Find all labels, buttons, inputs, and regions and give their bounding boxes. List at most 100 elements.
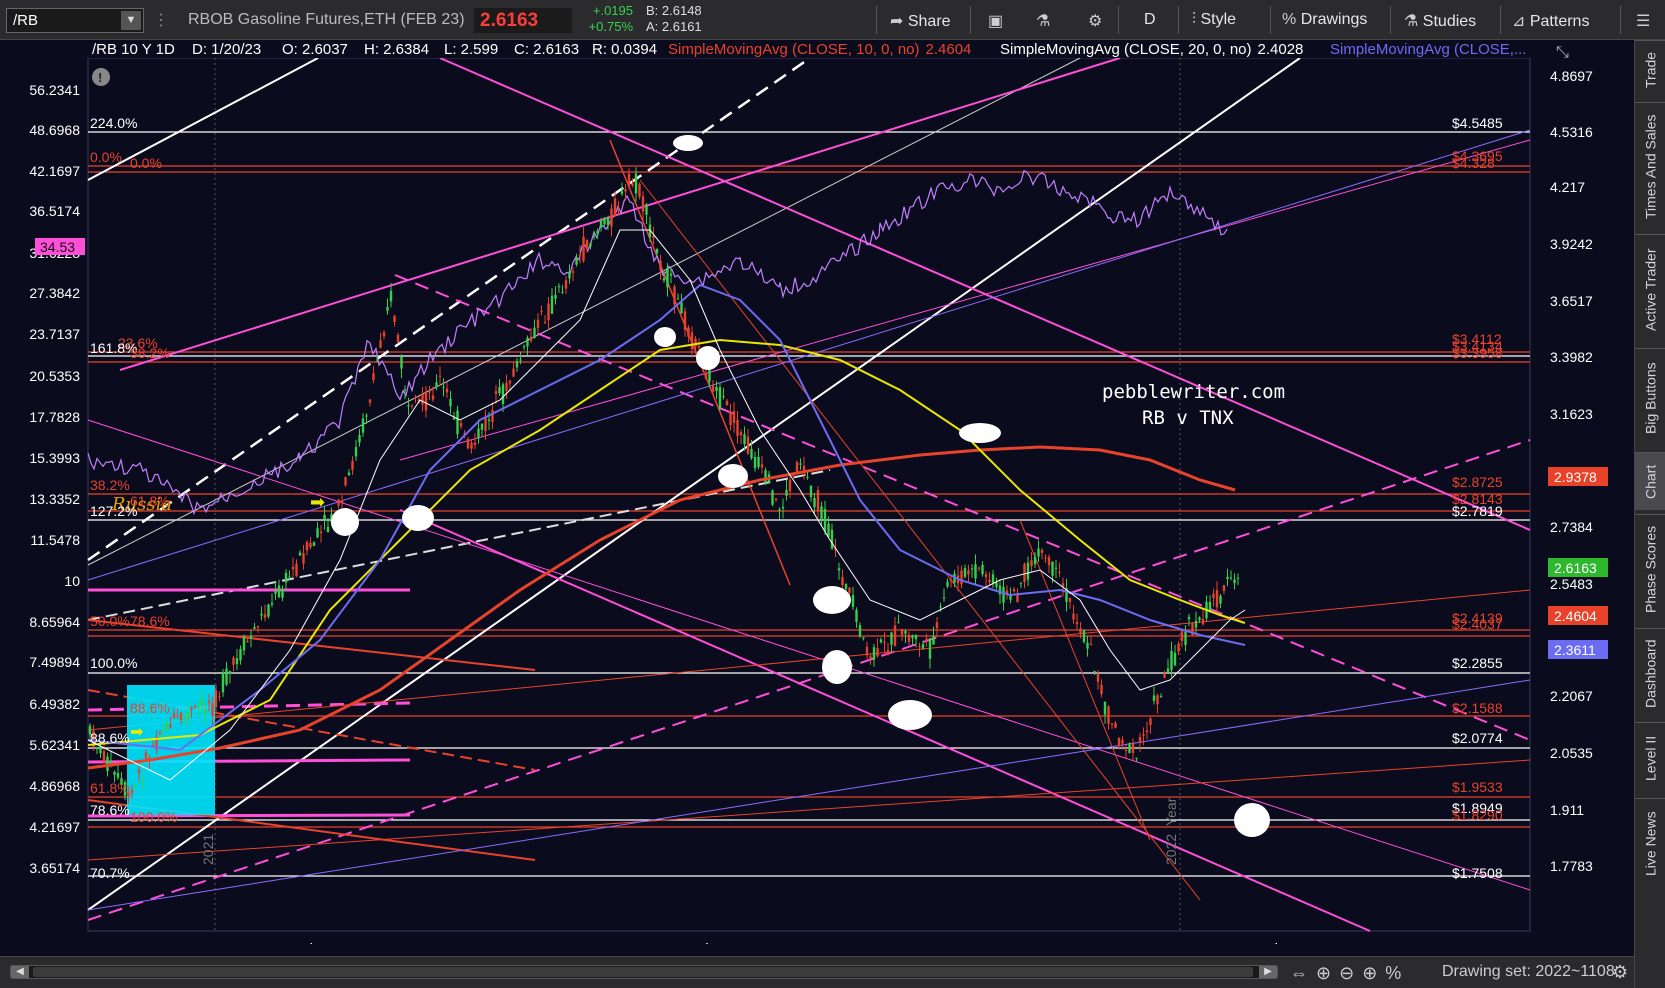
candle-body bbox=[540, 310, 543, 312]
drawing-set-label[interactable]: Drawing set: 2022~1108 bbox=[1442, 963, 1615, 980]
chevron-down-icon[interactable]: ▼ bbox=[121, 11, 141, 30]
candle-body bbox=[92, 730, 95, 747]
fib-label-left: 78.6% bbox=[130, 613, 170, 629]
scroll-right-button[interactable]: ▶ bbox=[1259, 966, 1277, 978]
side-tab-big-buttons[interactable]: Big Buttons bbox=[1635, 348, 1665, 448]
candle-body bbox=[862, 637, 865, 639]
flask-button[interactable]: ⚗ bbox=[1030, 8, 1056, 34]
candle-body bbox=[942, 597, 946, 599]
candle-body bbox=[809, 486, 813, 498]
fib-label-left: 100.0% bbox=[90, 655, 137, 671]
candle-body bbox=[848, 587, 851, 593]
left-axis-tick: 4.21697 bbox=[29, 819, 80, 835]
side-tab-times-and-sales[interactable]: Times And Sales bbox=[1635, 102, 1665, 230]
candle-body bbox=[921, 644, 925, 649]
candle-body bbox=[470, 442, 473, 449]
candle-body bbox=[739, 432, 743, 436]
symbol-input[interactable]: /RB ▼ bbox=[6, 8, 144, 33]
candle-body bbox=[207, 700, 211, 704]
trend-line bbox=[87, 129, 1531, 581]
candle-body bbox=[505, 382, 508, 391]
candle-body bbox=[645, 204, 648, 215]
candle-body bbox=[99, 746, 102, 754]
percent-icon[interactable]: % bbox=[1385, 963, 1410, 983]
side-tab-trade[interactable]: Trade bbox=[1635, 40, 1665, 98]
interval-button[interactable]: D bbox=[1138, 8, 1162, 34]
candle-body bbox=[638, 183, 641, 197]
style-label: Style bbox=[1200, 11, 1237, 28]
side-tab-active-trader[interactable]: Active Trader bbox=[1635, 234, 1665, 344]
share-button[interactable]: ➦ Share bbox=[884, 8, 957, 34]
time-axis-tick: Feb bbox=[292, 941, 318, 944]
candle-body bbox=[386, 307, 389, 311]
patterns-button[interactable]: ⊿ Patterns bbox=[1506, 8, 1595, 34]
more-button[interactable]: ☰ bbox=[1630, 8, 1656, 34]
scroll-left-button[interactable]: ◀ bbox=[11, 966, 29, 978]
side-tab-phase-scores[interactable]: Phase Scores bbox=[1635, 514, 1665, 624]
candle-body bbox=[172, 713, 176, 718]
candle-body bbox=[1152, 695, 1156, 701]
scroll-thumb[interactable] bbox=[33, 967, 1253, 977]
candle-body bbox=[1142, 734, 1145, 736]
zoom-out-icon[interactable]: ⊖ bbox=[1339, 963, 1363, 983]
grip-icon[interactable]: ⋮ bbox=[153, 12, 169, 29]
candle-body bbox=[1219, 595, 1222, 604]
candle-body bbox=[1019, 582, 1023, 584]
candle-body bbox=[851, 595, 855, 607]
drawings-button[interactable]: % Drawings bbox=[1276, 8, 1373, 34]
trend-line bbox=[399, 139, 1531, 461]
studies-label: Studies bbox=[1422, 13, 1477, 30]
left-axis-tick: 15.3993 bbox=[29, 450, 80, 466]
side-tab-chart[interactable]: Chart bbox=[1635, 452, 1665, 510]
time-axis-tick: 22 bbox=[217, 941, 234, 944]
candle-body bbox=[998, 585, 1002, 595]
price-chart[interactable]: ➡ ➡ pebblewriter.com RB v TNX Russia 202… bbox=[0, 40, 1634, 944]
studies-button[interactable]: ⚗ Studies bbox=[1398, 8, 1482, 34]
grid-button[interactable]: ▣ bbox=[982, 8, 1009, 34]
candle-body bbox=[893, 625, 897, 647]
fib-label-right: $4.5485 bbox=[1452, 115, 1503, 131]
candle-body bbox=[260, 613, 263, 616]
candle-body bbox=[1131, 743, 1135, 753]
candle-body bbox=[246, 640, 249, 643]
candle-body bbox=[904, 631, 907, 634]
gear-icon[interactable]: ⚙ bbox=[1612, 962, 1629, 982]
side-tab-live-news[interactable]: Live News bbox=[1635, 798, 1665, 888]
net-change: +.0195 +0.75% bbox=[579, 3, 633, 35]
left-axis-tick: 20.5353 bbox=[29, 368, 80, 384]
candle-body bbox=[879, 639, 883, 643]
chart-info-bar: /RB 10 Y 1D D: 1/20/23 O: 2.6037 H: 2.63… bbox=[88, 40, 1530, 58]
style-button[interactable]: ⫶ Style bbox=[1186, 8, 1242, 34]
pivot-marker bbox=[1234, 803, 1270, 837]
candle-body bbox=[113, 771, 116, 775]
candle-body bbox=[323, 514, 326, 520]
candle-body bbox=[309, 542, 312, 548]
price-badge bbox=[1548, 606, 1608, 625]
candle-body bbox=[1121, 739, 1124, 744]
candle-body bbox=[529, 336, 533, 341]
candle-body bbox=[1009, 593, 1012, 600]
candle-body bbox=[414, 397, 417, 399]
time-scrollbar[interactable]: ◀ ▶ bbox=[10, 965, 1278, 979]
zoom-in-icon[interactable]: ⊕ bbox=[1362, 963, 1386, 983]
fib-label-left: 88.6% bbox=[130, 700, 170, 716]
crosshair-icon[interactable]: ⊕ bbox=[1316, 963, 1340, 983]
settings-button[interactable]: ⚙ bbox=[1082, 8, 1108, 34]
fib-label-left: 61.8% bbox=[90, 780, 130, 796]
candle-body bbox=[1037, 548, 1040, 557]
time-axis-tick: Jun bbox=[610, 941, 634, 944]
symbol-value: /RB bbox=[13, 12, 39, 29]
fib-label-right: $1.8290 bbox=[1452, 807, 1503, 823]
candle-body bbox=[757, 456, 760, 468]
toolbar-divider bbox=[1620, 6, 1621, 34]
side-tab-level-ii[interactable]: Level II bbox=[1635, 722, 1665, 794]
candle-body bbox=[1194, 620, 1198, 628]
fib-label-right: $2.4139 bbox=[1452, 610, 1503, 626]
collapse-icon[interactable]: ⤡ bbox=[1556, 42, 1569, 61]
info-icon[interactable] bbox=[92, 68, 110, 86]
expand-icon[interactable]: ⇔ bbox=[1290, 963, 1316, 983]
time-axis-tick: 23 bbox=[1180, 941, 1197, 944]
side-tab-dashboard[interactable]: Dashboard bbox=[1635, 628, 1665, 718]
info-sma20-value: 2.4028 bbox=[1258, 41, 1304, 58]
candle-body bbox=[1117, 737, 1121, 747]
